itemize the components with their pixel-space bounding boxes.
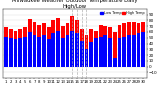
Bar: [37, 37, 41, 67]
Bar: [37, 25, 41, 67]
Bar: [94, 31, 98, 67]
Bar: [75, 33, 79, 67]
Title: Milwaukee Weather Outdoor Temperature Daily High/Low: Milwaukee Weather Outdoor Temperature Da…: [12, 0, 137, 9]
Bar: [4, 27, 8, 67]
Bar: [61, 38, 65, 67]
Bar: [122, 37, 126, 67]
Bar: [9, 29, 13, 67]
Bar: [14, 31, 17, 67]
Bar: [14, 39, 17, 67]
Bar: [47, 27, 51, 67]
Bar: [70, 16, 74, 67]
Bar: [132, 22, 136, 67]
Bar: [104, 35, 107, 67]
Bar: [42, 35, 46, 67]
Bar: [28, 19, 32, 67]
Bar: [99, 25, 103, 67]
Bar: [141, 22, 145, 67]
Bar: [113, 58, 117, 67]
Bar: [28, 32, 32, 67]
Bar: [4, 37, 8, 67]
Bar: [108, 27, 112, 67]
Bar: [137, 23, 140, 67]
Bar: [70, 31, 74, 67]
Bar: [52, 20, 55, 67]
Bar: [89, 42, 93, 67]
Bar: [18, 38, 22, 67]
Bar: [23, 37, 27, 67]
Bar: [85, 35, 88, 67]
Bar: [89, 29, 93, 67]
Bar: [118, 38, 121, 67]
Bar: [80, 41, 84, 67]
Bar: [75, 20, 79, 67]
Bar: [127, 35, 131, 67]
Bar: [9, 38, 13, 67]
Bar: [85, 49, 88, 67]
Bar: [141, 32, 145, 67]
Bar: [80, 29, 84, 67]
Bar: [33, 22, 36, 67]
Bar: [61, 26, 65, 67]
Bar: [33, 35, 36, 67]
Bar: [99, 37, 103, 67]
Bar: [137, 33, 140, 67]
Bar: [56, 31, 60, 67]
Bar: [132, 35, 136, 67]
Bar: [66, 35, 69, 67]
Legend: Low Temp, High Temp: Low Temp, High Temp: [100, 11, 145, 15]
Bar: [127, 22, 131, 67]
Bar: [94, 38, 98, 67]
Bar: [113, 32, 117, 67]
Bar: [42, 23, 46, 67]
Bar: [52, 33, 55, 67]
Bar: [47, 39, 51, 67]
Bar: [118, 25, 121, 67]
Bar: [104, 26, 107, 67]
Bar: [23, 27, 27, 67]
Bar: [56, 17, 60, 67]
Bar: [108, 38, 112, 67]
Bar: [122, 23, 126, 67]
Bar: [18, 29, 22, 67]
Bar: [66, 23, 69, 67]
